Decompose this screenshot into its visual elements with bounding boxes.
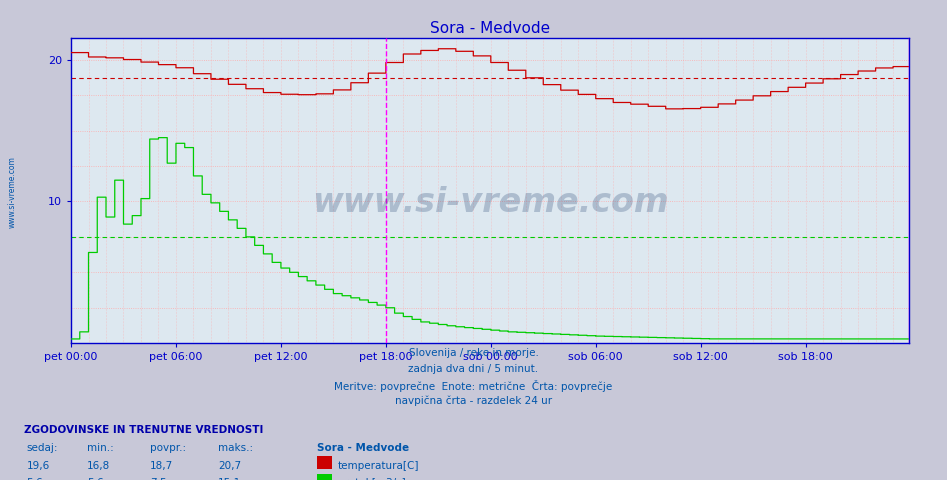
Text: 20,7: 20,7 [218, 461, 241, 471]
Text: 15,1: 15,1 [218, 478, 241, 480]
Text: 5,6: 5,6 [87, 478, 104, 480]
Text: 18,7: 18,7 [150, 461, 173, 471]
Text: ZGODOVINSKE IN TRENUTNE VREDNOSTI: ZGODOVINSKE IN TRENUTNE VREDNOSTI [24, 425, 263, 435]
Text: Sora - Medvode: Sora - Medvode [317, 443, 409, 453]
Text: 7,5: 7,5 [150, 478, 167, 480]
Text: zadnja dva dni / 5 minut.: zadnja dva dni / 5 minut. [408, 364, 539, 374]
Text: 16,8: 16,8 [87, 461, 111, 471]
Text: www.si-vreme.com: www.si-vreme.com [312, 187, 669, 219]
Text: min.:: min.: [87, 443, 114, 453]
Text: temperatura[C]: temperatura[C] [338, 461, 420, 471]
Text: navpična črta - razdelek 24 ur: navpična črta - razdelek 24 ur [395, 396, 552, 406]
Text: 19,6: 19,6 [27, 461, 50, 471]
Title: Sora - Medvode: Sora - Medvode [430, 21, 550, 36]
Text: sedaj:: sedaj: [27, 443, 58, 453]
Text: Meritve: povprečne  Enote: metrične  Črta: povprečje: Meritve: povprečne Enote: metrične Črta:… [334, 380, 613, 392]
Text: Slovenija / reke in morje.: Slovenija / reke in morje. [408, 348, 539, 358]
Text: www.si-vreme.com: www.si-vreme.com [8, 156, 17, 228]
Text: pretok[m3/s]: pretok[m3/s] [338, 478, 406, 480]
Text: 5,6: 5,6 [27, 478, 44, 480]
Text: maks.:: maks.: [218, 443, 253, 453]
Text: povpr.:: povpr.: [150, 443, 186, 453]
